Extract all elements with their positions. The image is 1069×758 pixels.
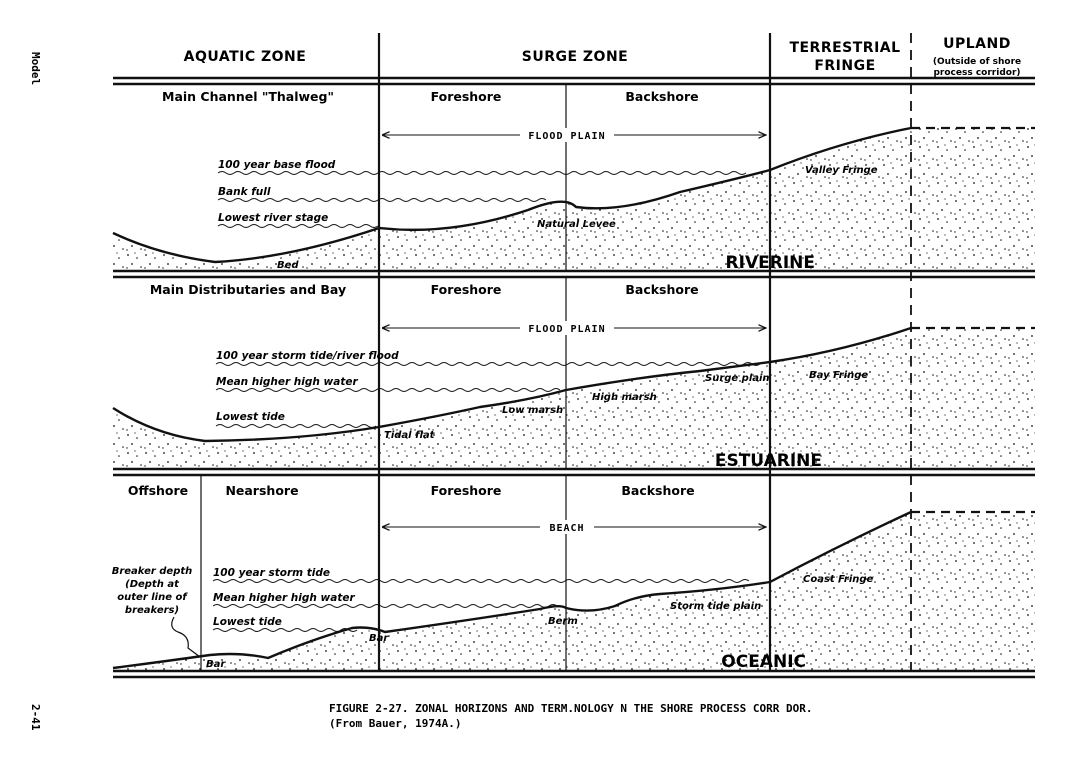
riverine-bed-label: Bed (277, 260, 299, 271)
oceanic-level-lowest: Lowest tide (213, 616, 282, 628)
riverine-water-waves (217, 171, 747, 228)
zone-title-fringe: FRINGE (814, 58, 875, 74)
oceanic-ground-fill (113, 512, 1035, 670)
zone-title-upland: UPLAND (943, 36, 1011, 52)
oceanic-panel: Offshore Nearshore Foreshore Backshore B… (112, 483, 1035, 672)
oceanic-ground-surface (112, 510, 912, 670)
oceanic-backshore-header: Backshore (621, 483, 694, 498)
breaker-leader-line (171, 616, 201, 658)
oceanic-beach-label: BEACH (549, 523, 584, 534)
estuarine-ground-fill (113, 328, 1035, 468)
estuarine-level-100-year: 100 year storm tide/river flood (216, 350, 399, 362)
riverine-ground-fill (113, 128, 1035, 270)
estuarine-water-waves (215, 362, 761, 428)
band-divider-rules (113, 76, 1035, 679)
side-page-number: 2-41 (29, 704, 42, 731)
breaker-note-line3: outer line of (117, 592, 188, 603)
zone-title-terrestrial: TERRESTRIAL (789, 40, 900, 56)
riverine-panel-name: RIVERINE (726, 253, 815, 273)
estuarine-surge-plain-label: Surge plain (705, 373, 770, 384)
oceanic-fringe-label: Coast Fringe (803, 574, 874, 585)
estuarine-flood-plain-label: FLOOD PLAIN (528, 324, 605, 335)
riverine-level-lowest: Lowest river stage (218, 212, 328, 224)
zone-title-surge: SURGE ZONE (522, 49, 629, 65)
riverine-panel: Main Channel "Thalweg" Foreshore Backsho… (112, 89, 1035, 273)
riverine-ground-surface (112, 126, 912, 264)
oceanic-panel-name: OCEANIC (721, 652, 806, 672)
oceanic-offshore-header: Offshore (128, 483, 188, 498)
riverine-fringe-label: Valley Fringe (805, 165, 878, 176)
riverine-level-bank-full: Bank full (218, 186, 271, 198)
zone-title-aquatic: AQUATIC ZONE (184, 49, 307, 65)
riverine-backshore-header: Backshore (625, 89, 698, 104)
upland-note-line1: (Outside of shore (933, 57, 1021, 67)
upland-note-line2: process corridor) (933, 68, 1020, 78)
estuarine-tidal-flat-label: Tidal flat (384, 430, 436, 441)
oceanic-storm-plain-label: Storm tide plain (670, 601, 761, 612)
estuarine-backshore-header: Backshore (625, 282, 698, 297)
estuarine-channel-header: Main Distributaries and Bay (150, 282, 346, 297)
estuarine-high-marsh-label: High marsh (592, 392, 657, 403)
estuarine-foreshore-header: Foreshore (431, 282, 502, 297)
figure-caption-line2: (From Bauer, 1974A.) (329, 717, 461, 730)
riverine-levee-label: Natural Levee (537, 219, 616, 230)
estuarine-level-mhhw: Mean higher high water (216, 376, 358, 388)
breaker-note-line1: Breaker depth (112, 566, 193, 577)
estuarine-panel: Main Distributaries and Bay Foreshore Ba… (112, 282, 1035, 471)
estuarine-level-lowest: Lowest tide (216, 411, 285, 423)
riverine-level-100-year: 100 year base flood (218, 159, 336, 171)
estuarine-panel-name: ESTUARINE (715, 451, 822, 471)
riverine-foreshore-header: Foreshore (431, 89, 502, 104)
oceanic-water-waves (212, 579, 750, 632)
breaker-note-line2: (Depth at (125, 579, 180, 590)
estuarine-low-marsh-label: Low marsh (502, 405, 563, 416)
side-model-label: Model (29, 52, 42, 85)
figure-caption-line1: FIGURE 2-27. ZONAL HORIZONS AND TERM.NOL… (329, 702, 812, 715)
oceanic-offshore-bar-label: Bar (206, 659, 226, 670)
oceanic-berm-label: Berm (548, 616, 578, 627)
breaker-note-line4: breakers) (125, 605, 179, 616)
oceanic-level-100-year: 100 year storm tide (213, 567, 330, 579)
oceanic-nearshore-header: Nearshore (225, 483, 298, 498)
estuarine-fringe-label: Bay Fringe (809, 370, 868, 381)
estuarine-ground-surface (112, 326, 912, 443)
riverine-channel-header: Main Channel "Thalweg" (162, 89, 334, 104)
riverine-flood-plain-label: FLOOD PLAIN (528, 131, 605, 142)
oceanic-foreshore-header: Foreshore (431, 483, 502, 498)
oceanic-bar-label: Bar (369, 633, 389, 644)
oceanic-level-mhhw: Mean higher high water (213, 592, 355, 604)
